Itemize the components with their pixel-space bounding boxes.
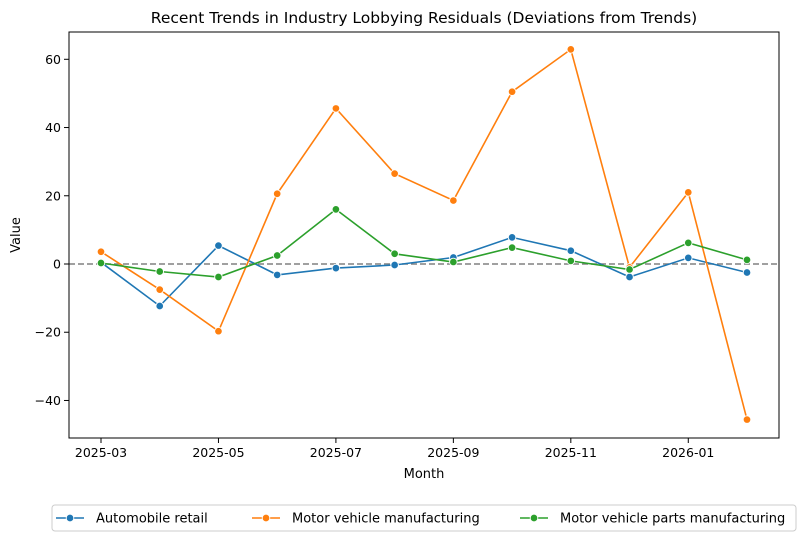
y-tick-label: 60 — [45, 52, 61, 67]
series-1 — [96, 233, 752, 311]
data-point — [96, 247, 106, 256]
data-point — [742, 415, 752, 424]
data-point — [625, 265, 634, 274]
data-point — [331, 104, 341, 113]
x-tick-label: 2025-09 — [427, 445, 479, 460]
x-tick-label: 2025-03 — [75, 445, 127, 460]
data-point — [272, 251, 282, 260]
series-line — [100, 48, 748, 420]
legend-label: Motor vehicle manufacturing — [292, 512, 480, 527]
series-line — [100, 208, 748, 278]
y-tick-label: 20 — [45, 188, 61, 203]
data-point — [331, 263, 341, 273]
data-point — [684, 253, 693, 263]
data-point — [390, 249, 399, 259]
data-point — [507, 243, 517, 252]
data-point — [390, 260, 399, 270]
data-point — [214, 272, 223, 282]
y-axis-label: Value — [9, 217, 24, 253]
legend-swatch-marker — [65, 513, 75, 523]
data-point — [742, 255, 752, 265]
legend-item: Automobile retail — [56, 512, 208, 527]
legend-swatch-marker — [529, 513, 539, 523]
y-tick-label: 40 — [45, 120, 61, 135]
y-tick-label: −40 — [35, 393, 61, 408]
chart-title: Recent Trends in Industry Lobbying Resid… — [151, 9, 697, 27]
data-point — [684, 188, 693, 197]
y-tick-label: 0 — [53, 257, 61, 272]
legend-item: Motor vehicle manufacturing — [252, 512, 480, 527]
y-tick-label: −20 — [35, 325, 61, 340]
legend: Automobile retail Motor vehicle manufactu… — [51, 504, 797, 532]
data-point — [214, 326, 223, 336]
data-point — [684, 238, 693, 248]
axes: 2025-03 2025-05 2025-07 2025-09 2025-11 2026-… — [35, 52, 715, 460]
data-point — [272, 270, 282, 280]
legend-item: Motor vehicle parts manufacturing — [520, 512, 785, 527]
data-point — [742, 268, 752, 277]
x-tick-label: 2025-11 — [545, 445, 597, 460]
data-point — [449, 196, 458, 205]
data-point — [507, 233, 517, 242]
series-2 — [96, 45, 752, 424]
series-line — [100, 236, 748, 308]
data-point — [449, 257, 458, 267]
data-point — [96, 258, 106, 268]
data-point — [566, 45, 576, 54]
data-point — [155, 285, 164, 294]
data-point — [566, 256, 576, 266]
x-axis-label: Month — [404, 467, 445, 482]
legend-label: Motor vehicle parts manufacturing — [560, 512, 785, 527]
data-point — [214, 241, 223, 250]
data-point — [272, 189, 282, 198]
x-tick-label: 2025-07 — [310, 445, 362, 460]
data-point — [566, 246, 576, 255]
plot-frame — [68, 31, 780, 439]
legend-label: Automobile retail — [96, 512, 208, 527]
series-group — [96, 45, 752, 424]
data-point — [625, 272, 634, 282]
data-point — [155, 301, 164, 311]
series-3 — [96, 205, 752, 282]
x-tick-label: 2025-05 — [192, 445, 244, 460]
data-point — [331, 205, 341, 214]
legend-swatch-marker — [261, 513, 271, 523]
data-point — [507, 87, 517, 96]
x-tick-label: 2026-01 — [662, 445, 714, 460]
legend-frame — [51, 504, 797, 532]
data-point — [155, 267, 164, 276]
data-point — [390, 169, 399, 178]
